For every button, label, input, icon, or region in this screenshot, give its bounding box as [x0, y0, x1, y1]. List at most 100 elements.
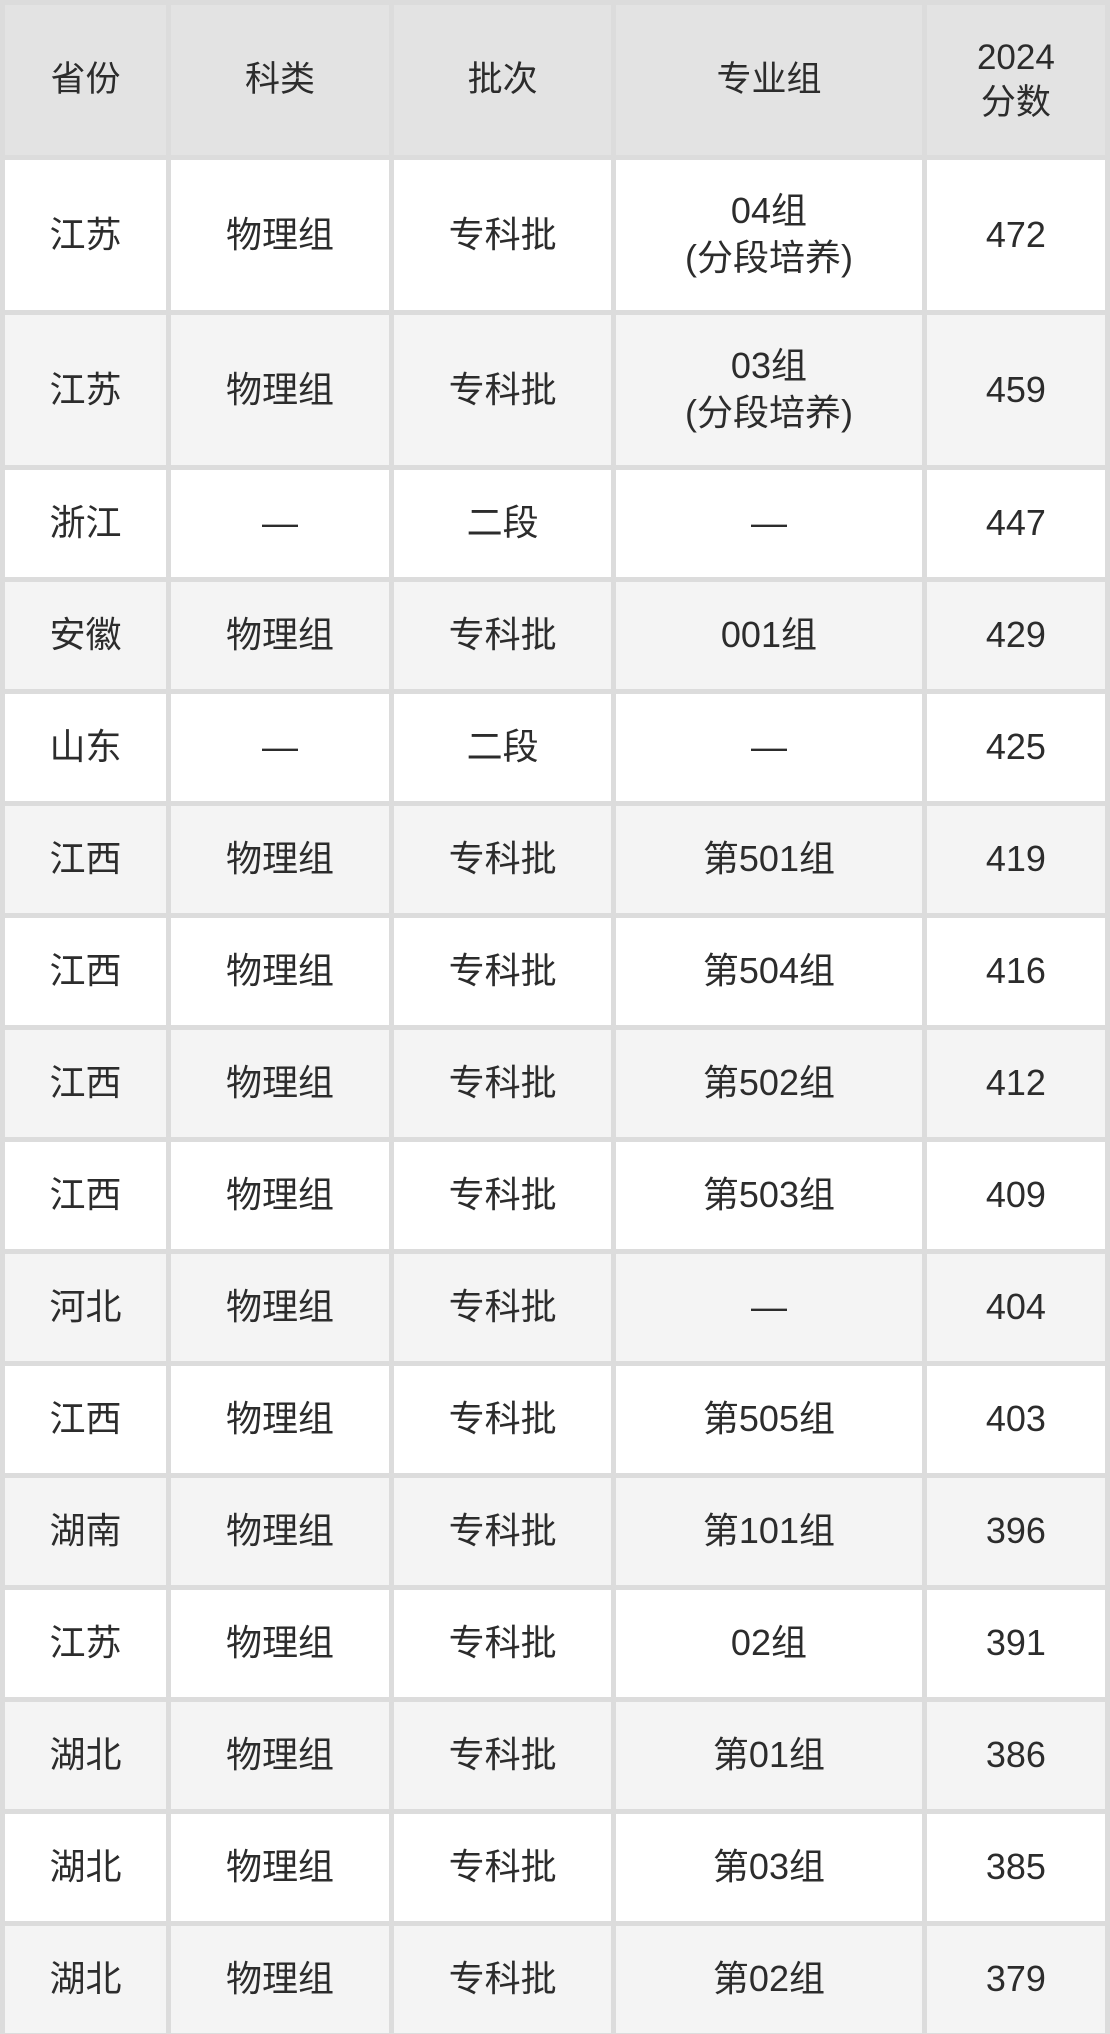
group-main: 第503组: [702, 1174, 835, 1216]
group-main: 第502组: [702, 1062, 835, 1104]
cell-batch: 二段: [394, 470, 612, 577]
header-row: 省份 科类 批次 专业组 2024 分数: [5, 5, 1105, 155]
cell-batch: 专科批: [394, 806, 612, 913]
cell-category: 物理组: [170, 160, 390, 310]
cell-group: 第501组: [616, 806, 922, 913]
group-main: 001组: [720, 614, 817, 656]
cell-category: 物理组: [170, 582, 390, 689]
cell-group: 第502组: [616, 1030, 922, 1137]
cell-category: 物理组: [170, 1142, 390, 1249]
group-main: —: [750, 726, 787, 768]
cell-province: 江西: [5, 806, 166, 913]
cell-score: 391: [926, 1590, 1105, 1697]
table-header: 省份 科类 批次 专业组 2024 分数: [5, 5, 1105, 155]
cell-group: —: [616, 470, 922, 577]
table-row: 江西 物理组 专科批 第502组 412: [5, 1030, 1105, 1137]
cell-batch: 专科批: [394, 1254, 612, 1361]
header-cell-category: 科类: [170, 5, 390, 155]
cell-batch: 专科批: [394, 315, 612, 465]
group-main: 第504组: [702, 950, 835, 992]
cell-batch: 二段: [394, 694, 612, 801]
group-main: 02组: [730, 1622, 807, 1664]
cell-group: —: [616, 694, 922, 801]
cell-batch: 专科批: [394, 160, 612, 310]
group-main: 第101组: [702, 1510, 835, 1552]
cell-score: 447: [926, 470, 1105, 577]
table-row: 安徽 物理组 专科批 001组 429: [5, 582, 1105, 689]
group-main: 03组: [730, 345, 807, 387]
cell-group: 第504组: [616, 918, 922, 1025]
cell-category: 物理组: [170, 1366, 390, 1473]
cell-province: 江西: [5, 1366, 166, 1473]
header-cell-province: 省份: [5, 5, 166, 155]
cell-group: 第02组: [616, 1926, 922, 2033]
cell-score: 386: [926, 1702, 1105, 1809]
cell-batch: 专科批: [394, 1366, 612, 1473]
cell-category: 物理组: [170, 1814, 390, 1921]
cell-category: —: [170, 470, 390, 577]
cell-score: 419: [926, 806, 1105, 913]
group-main: 第01组: [712, 1734, 825, 1776]
table-row: 江西 物理组 专科批 第501组 419: [5, 806, 1105, 913]
group-main: 第505组: [702, 1398, 835, 1440]
cell-category: 物理组: [170, 1926, 390, 2033]
cell-batch: 专科批: [394, 1590, 612, 1697]
cell-group: 第01组: [616, 1702, 922, 1809]
cell-group: 第503组: [616, 1142, 922, 1249]
table-row: 江苏 物理组 专科批 02组 391: [5, 1590, 1105, 1697]
cell-group: 第101组: [616, 1478, 922, 1585]
cell-batch: 专科批: [394, 918, 612, 1025]
cell-category: 物理组: [170, 1702, 390, 1809]
cell-category: 物理组: [170, 806, 390, 913]
cell-score: 416: [926, 918, 1105, 1025]
cell-category: 物理组: [170, 1478, 390, 1585]
table-row: 浙江 — 二段 — 447: [5, 470, 1105, 577]
cell-batch: 专科批: [394, 1926, 612, 2033]
group-sub: (分段培养): [684, 392, 853, 433]
cell-score: 459: [926, 315, 1105, 465]
cell-province: 湖北: [5, 1926, 166, 2033]
cell-score: 429: [926, 582, 1105, 689]
cell-province: 江苏: [5, 315, 166, 465]
cell-score: 385: [926, 1814, 1105, 1921]
table-row: 江西 物理组 专科批 第503组 409: [5, 1142, 1105, 1249]
cell-province: 江西: [5, 1030, 166, 1137]
cell-batch: 专科批: [394, 1814, 612, 1921]
table-row: 江西 物理组 专科批 第505组 403: [5, 1366, 1105, 1473]
group-main: 第02组: [712, 1958, 825, 2000]
cell-province: 江苏: [5, 1590, 166, 1697]
cell-category: 物理组: [170, 1590, 390, 1697]
header-cell-score: 2024 分数: [926, 5, 1105, 155]
table-row: 湖北 物理组 专科批 第01组 386: [5, 1702, 1105, 1809]
group-main: 第501组: [702, 838, 835, 880]
group-main: 04组: [730, 190, 807, 232]
cell-batch: 专科批: [394, 1702, 612, 1809]
cell-batch: 专科批: [394, 1030, 612, 1137]
table-row: 河北 物理组 专科批 — 404: [5, 1254, 1105, 1361]
cell-score: 379: [926, 1926, 1105, 2033]
cell-category: 物理组: [170, 1254, 390, 1361]
header-score-year: 2024: [976, 37, 1055, 77]
cell-province: 浙江: [5, 470, 166, 577]
table-row: 江苏 物理组 专科批 04组 (分段培养) 472: [5, 160, 1105, 310]
cell-batch: 专科批: [394, 582, 612, 689]
cell-score: 472: [926, 160, 1105, 310]
cell-province: 湖北: [5, 1702, 166, 1809]
table-row: 江西 物理组 专科批 第504组 416: [5, 918, 1105, 1025]
cell-score: 404: [926, 1254, 1105, 1361]
cell-group: 03组 (分段培养): [616, 315, 922, 465]
cell-province: 江苏: [5, 160, 166, 310]
cell-score: 396: [926, 1478, 1105, 1585]
cell-province: 河北: [5, 1254, 166, 1361]
cell-category: 物理组: [170, 1030, 390, 1137]
cell-province: 湖北: [5, 1814, 166, 1921]
cell-category: —: [170, 694, 390, 801]
group-main: —: [750, 502, 787, 544]
cell-group: 第505组: [616, 1366, 922, 1473]
header-cell-group: 专业组: [616, 5, 922, 155]
cell-score: 412: [926, 1030, 1105, 1137]
cell-group: 04组 (分段培养): [616, 160, 922, 310]
cell-group: —: [616, 1254, 922, 1361]
cell-score: 425: [926, 694, 1105, 801]
